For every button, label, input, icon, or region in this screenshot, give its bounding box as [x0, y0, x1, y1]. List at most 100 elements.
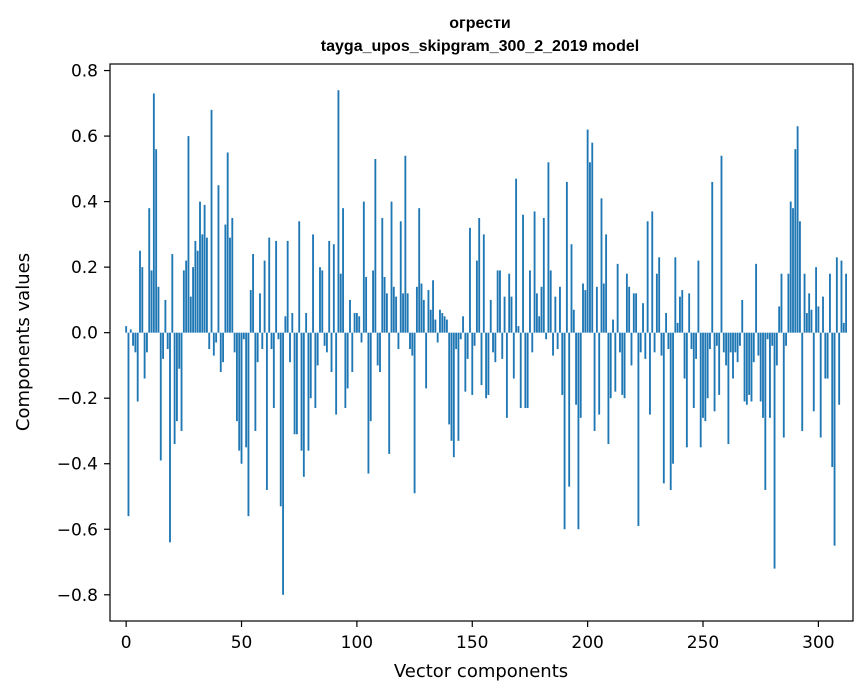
bar-95: [344, 332, 347, 409]
bar-118: [397, 332, 400, 350]
bar-186: [554, 296, 557, 333]
bar-143: [455, 332, 458, 350]
bar-13: [155, 149, 158, 333]
y-tick-label-3: 0.2: [71, 258, 98, 278]
bar-301: [819, 332, 822, 438]
bar-218: [628, 286, 631, 333]
bar-299: [815, 267, 818, 333]
bar-203: [593, 332, 596, 431]
bar-5: [136, 332, 139, 402]
bar-67: [279, 332, 282, 507]
bar-7: [141, 267, 144, 333]
bar-273: [755, 263, 758, 333]
bar-177: [533, 211, 536, 333]
x-tick-label-4: 200: [571, 633, 603, 653]
x-axis-label: Vector components: [394, 661, 568, 682]
bar-286: [785, 332, 788, 346]
bar-30: [194, 240, 197, 333]
bar-114: [388, 332, 391, 454]
bar-261: [727, 332, 730, 445]
bar-38: [212, 332, 215, 356]
bar-253: [709, 332, 711, 350]
bar-4: [134, 332, 137, 353]
bar-157: [487, 332, 490, 395]
bar-198: [582, 283, 584, 333]
bar-180: [540, 286, 543, 333]
chart-title: огрести: [449, 15, 510, 32]
bar-263: [732, 332, 734, 379]
bar-112: [383, 276, 386, 333]
bar-131: [427, 290, 430, 333]
bar-249: [699, 332, 702, 448]
bar-283: [778, 306, 781, 333]
bar-98: [351, 332, 354, 372]
bar-62: [268, 237, 271, 333]
bar-29: [192, 267, 194, 333]
bar-182: [545, 332, 548, 340]
bar-296: [808, 293, 811, 333]
bar-306: [831, 332, 834, 468]
bar-59: [261, 332, 264, 350]
bar-9: [146, 332, 148, 353]
bar-293: [801, 332, 804, 431]
bar-205: [598, 332, 601, 415]
bar-233: [662, 332, 665, 484]
bar-257: [718, 332, 721, 395]
bar-104: [365, 276, 368, 333]
bar-141: [450, 332, 453, 441]
bar-45: [229, 237, 231, 333]
bar-86: [323, 332, 326, 346]
bar-204: [595, 286, 598, 333]
bar-166: [508, 273, 511, 333]
bar-106: [369, 332, 372, 422]
bar-260: [725, 332, 728, 366]
x-tick-label-1: 50: [231, 633, 253, 653]
bar-72: [291, 313, 294, 333]
bar-216: [623, 332, 626, 399]
bar-178: [535, 293, 538, 333]
bar-241: [681, 290, 684, 333]
bar-107: [372, 270, 374, 333]
bar-202: [591, 142, 594, 333]
bar-264: [734, 332, 737, 353]
bar-309: [838, 332, 841, 405]
bar-51: [242, 332, 245, 340]
bar-209: [607, 332, 610, 445]
bar-152: [475, 260, 478, 333]
bar-210: [609, 332, 612, 399]
bar-256: [715, 332, 718, 346]
bar-142: [452, 332, 455, 458]
bar-88: [328, 240, 331, 333]
bar-169: [515, 178, 518, 333]
bar-144: [457, 332, 460, 441]
bar-8: [143, 332, 146, 379]
x-tick-label-2: 100: [341, 633, 373, 653]
bar-109: [376, 332, 379, 366]
bar-79: [307, 332, 310, 451]
bar-219: [630, 332, 633, 366]
bar-48: [235, 332, 238, 422]
bar-53: [247, 332, 250, 517]
bar-115: [390, 201, 393, 333]
bar-297: [810, 309, 813, 333]
bar-31: [196, 250, 199, 333]
bar-226: [646, 221, 649, 333]
bar-282: [775, 332, 778, 366]
bar-92: [337, 90, 340, 333]
bar-151: [473, 332, 476, 346]
bar-193: [570, 244, 573, 333]
bar-56: [254, 332, 257, 431]
bar-221: [635, 293, 638, 333]
bar-262: [729, 332, 732, 353]
bar-194: [572, 309, 575, 333]
bar-71: [289, 332, 291, 363]
bar-111: [381, 217, 384, 333]
bar-195: [575, 332, 578, 405]
bar-235: [667, 332, 670, 350]
bar-162: [499, 270, 501, 333]
bar-100: [355, 313, 358, 333]
bar-277: [764, 332, 767, 490]
bar-22: [175, 332, 178, 422]
bar-179: [538, 316, 541, 333]
bar-160: [494, 332, 497, 363]
